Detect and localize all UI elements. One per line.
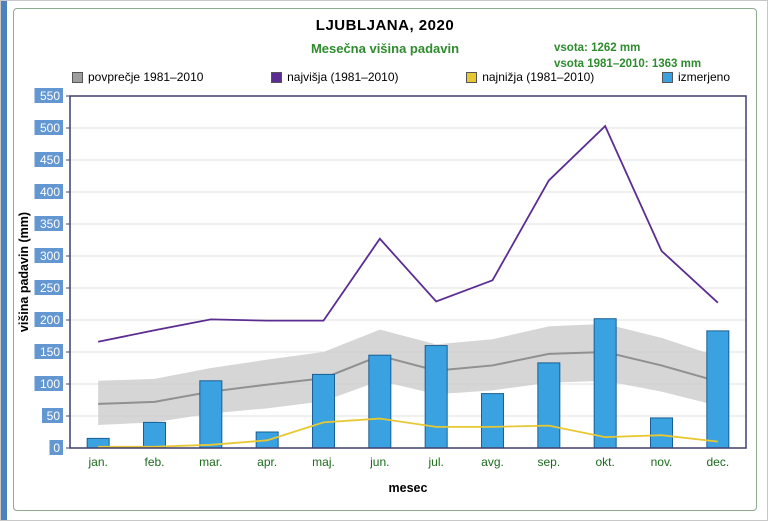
svg-text:100: 100: [40, 377, 60, 391]
total-reference: vsota 1981–2010: 1363 mm: [554, 57, 702, 70]
svg-text:maj.: maj.: [312, 455, 335, 469]
svg-text:250: 250: [40, 281, 60, 295]
svg-text:dec.: dec.: [706, 455, 729, 469]
svg-text:mar.: mar.: [199, 455, 222, 469]
svg-text:jun.: jun.: [369, 455, 389, 469]
svg-text:450: 450: [40, 153, 60, 167]
legend-item: najnižja (1981–2010): [466, 70, 594, 84]
svg-text:avg.: avg.: [481, 455, 504, 469]
svg-text:500: 500: [40, 121, 60, 135]
legend-label: najvišja (1981–2010): [287, 70, 399, 84]
svg-text:200: 200: [40, 313, 60, 327]
left-blue-strip: [1, 1, 7, 520]
legend-swatch-icon: [661, 71, 673, 83]
svg-text:sep.: sep.: [537, 455, 560, 469]
svg-text:nov.: nov.: [651, 455, 673, 469]
svg-text:višina padavin (mm): višina padavin (mm): [17, 212, 31, 332]
svg-text:400: 400: [40, 185, 60, 199]
precipitation-chart: 0 50 100 150 200 250 300 350 400 450 500 550 jan. feb…: [17, 88, 747, 495]
total-current: vsota: 1262 mm: [554, 42, 641, 54]
legend-swatch-icon: [72, 71, 83, 83]
svg-text:jan.: jan.: [87, 455, 107, 469]
legend-item: izmerjeno: [661, 70, 730, 84]
svg-text:50: 50: [47, 409, 61, 423]
legend-item: najvišja (1981–2010): [271, 70, 399, 84]
svg-text:350: 350: [40, 217, 60, 231]
precipitation-chart-panel: LJUBLJANA, 2020 Mesečna višina padavin v…: [13, 8, 757, 511]
svg-text:150: 150: [40, 345, 60, 359]
svg-text:mesec: mesec: [389, 481, 428, 495]
chart-subtitle: Mesečna višina padavin: [310, 41, 460, 56]
svg-text:jul.: jul.: [427, 455, 443, 469]
legend-label: povprečje 1981–2010: [88, 70, 204, 84]
svg-text:300: 300: [40, 249, 60, 263]
svg-text:apr.: apr.: [257, 455, 277, 469]
svg-text:feb.: feb.: [144, 455, 164, 469]
chart-title: LJUBLJANA, 2020: [315, 17, 455, 34]
legend-label: izmerjeno: [677, 70, 730, 84]
legend-swatch-icon: [271, 71, 283, 83]
svg-text:0: 0: [53, 441, 60, 455]
plot-area-wrap: 0 50 100 150 200 250 300 350 400 450 500 550 jan. feb…: [14, 88, 756, 505]
legend-item: povprečje 1981–2010: [72, 70, 203, 84]
totals-block: vsota: 1262 mm vsota 1981–2010: 1363 mm: [554, 41, 701, 72]
chart-legend: povprečje 1981–2010 najvišja (1981–2010) n…: [72, 70, 730, 84]
svg-text:550: 550: [40, 89, 60, 103]
legend-label: najnižja (1981–2010): [482, 70, 595, 84]
svg-text:okt.: okt.: [595, 455, 614, 469]
legend-swatch-icon: [466, 71, 478, 83]
